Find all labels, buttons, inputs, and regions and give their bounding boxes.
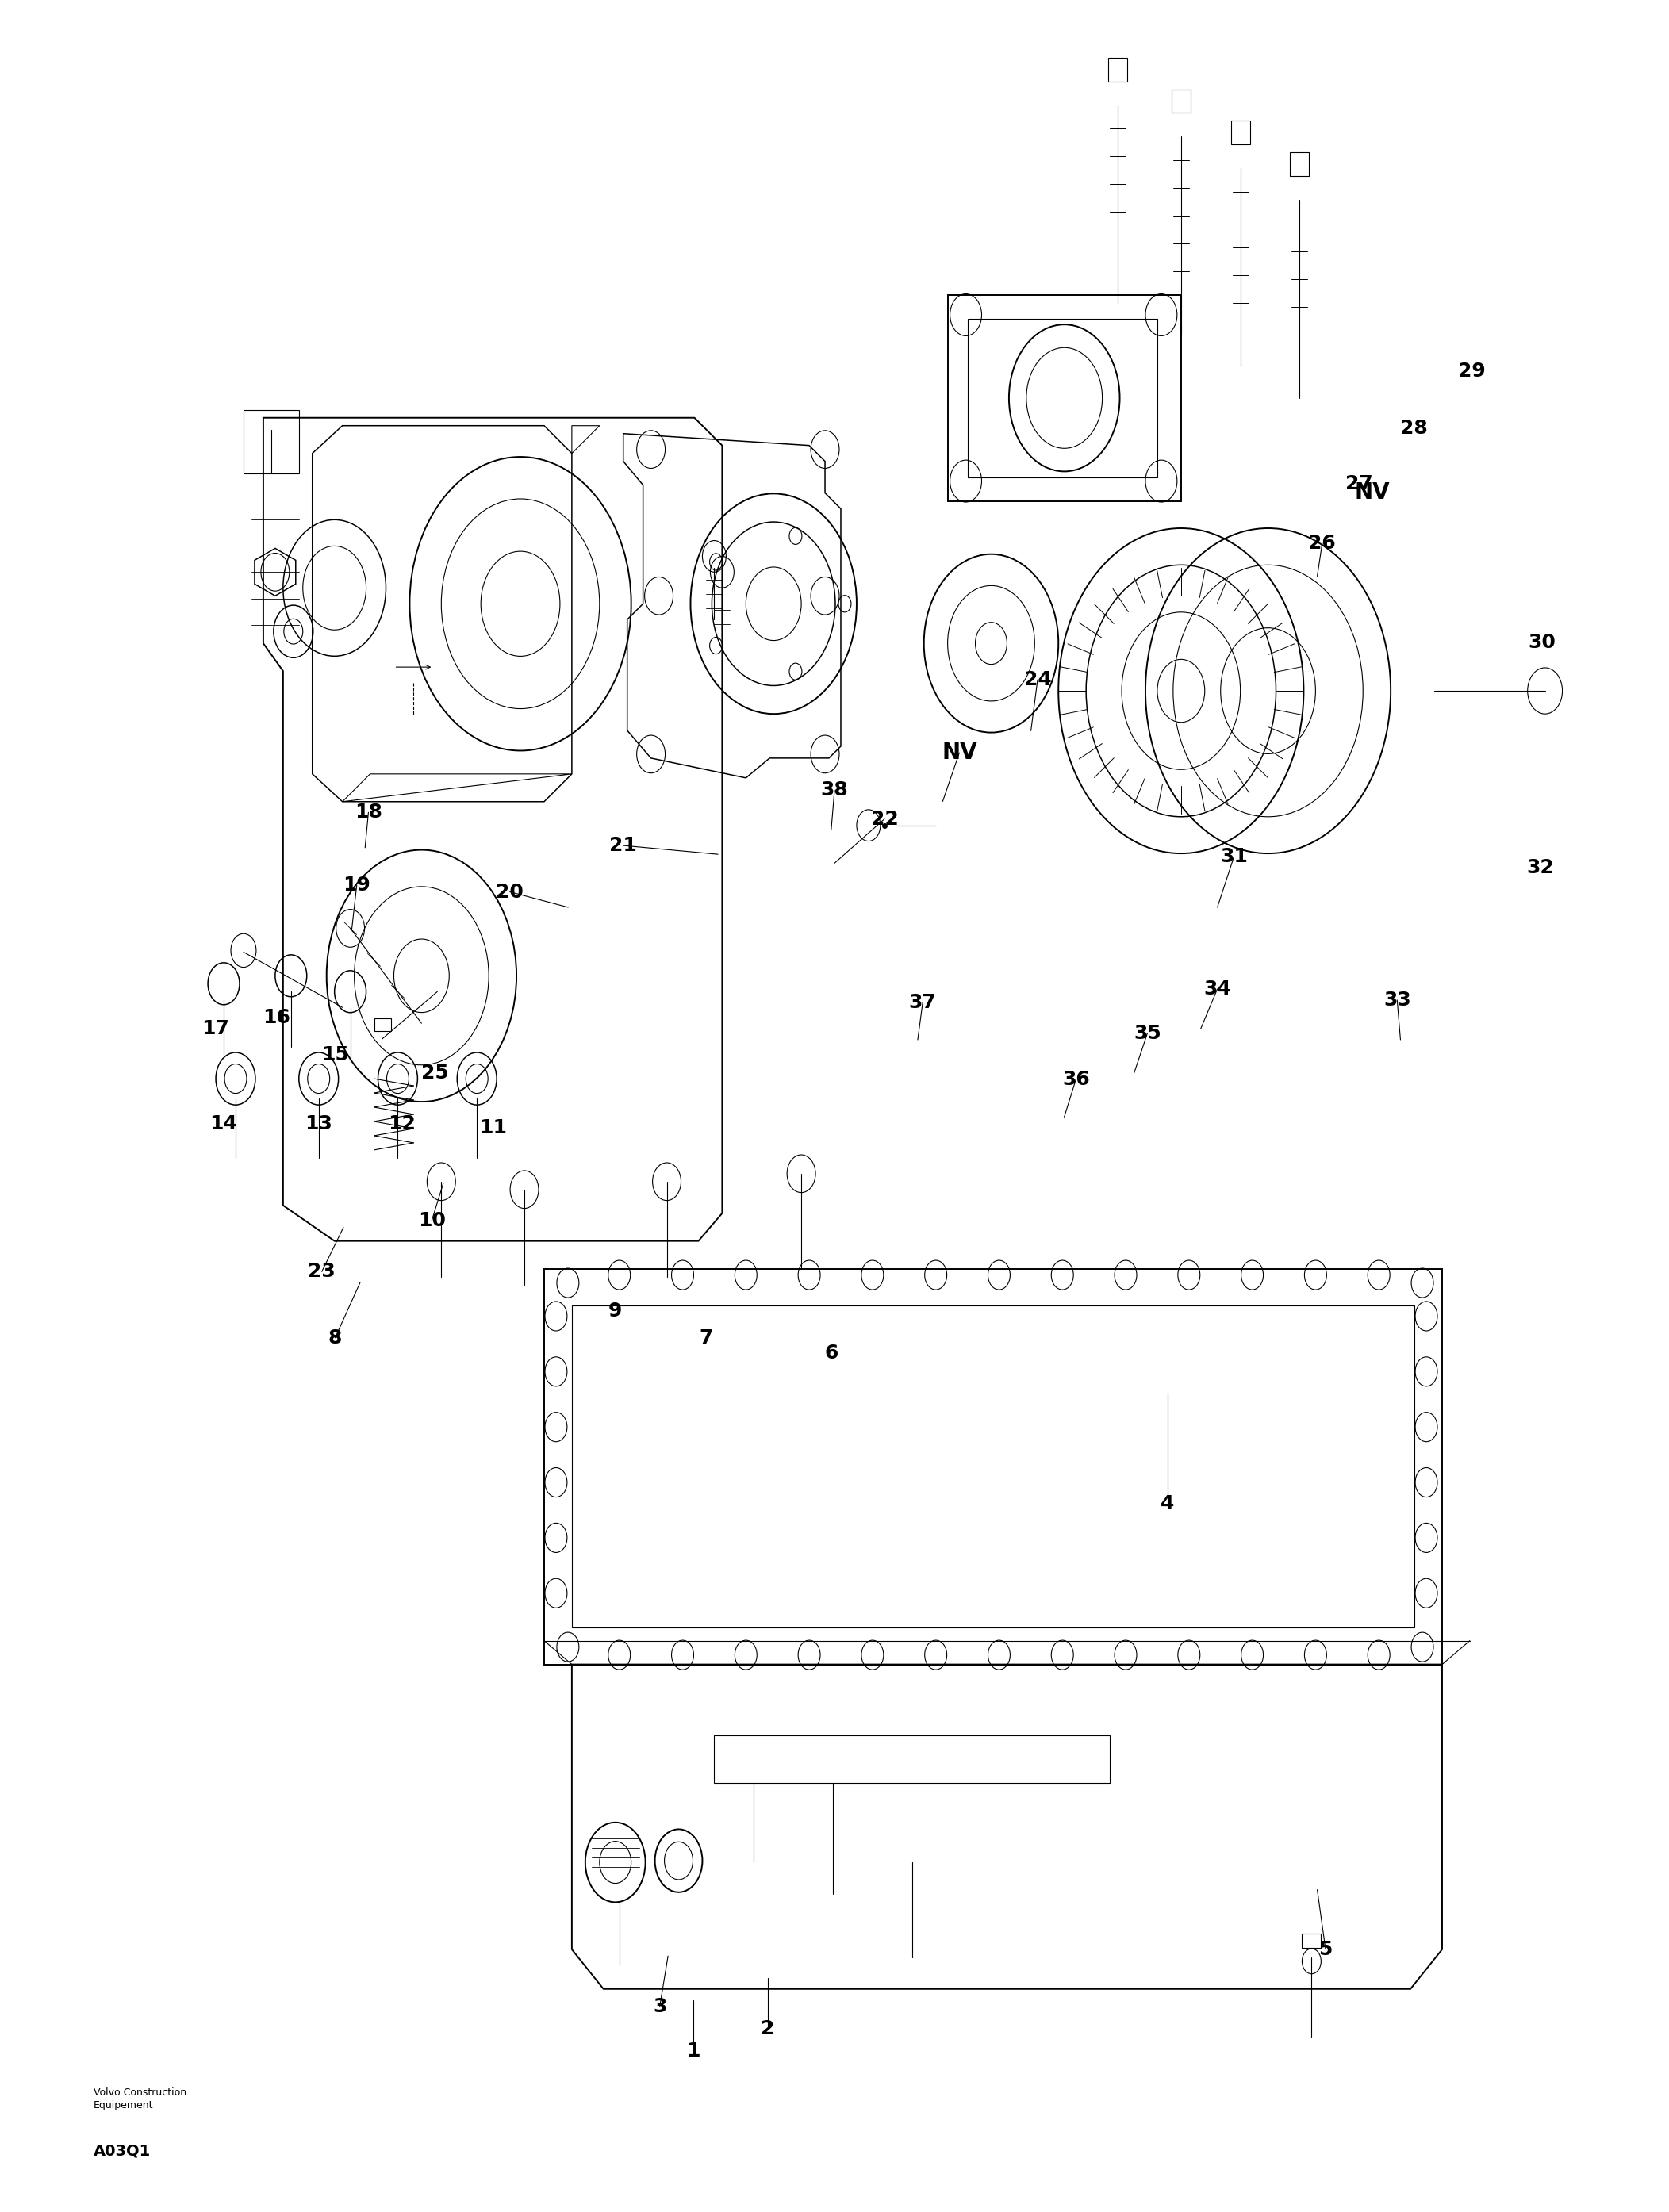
Text: 12: 12 — [387, 1115, 416, 1133]
Text: 18: 18 — [354, 803, 382, 823]
Text: 11: 11 — [479, 1119, 507, 1137]
Bar — [1302, 1933, 1322, 1949]
Text: 5: 5 — [1319, 1940, 1332, 1960]
Text: 33: 33 — [1384, 991, 1410, 1009]
Text: 4: 4 — [1160, 1493, 1175, 1513]
Text: 20: 20 — [496, 883, 524, 900]
Text: 28: 28 — [1400, 418, 1427, 438]
Bar — [1172, 88, 1190, 113]
Text: 3: 3 — [653, 1997, 666, 2015]
Text: 38: 38 — [821, 781, 848, 801]
Bar — [1230, 122, 1250, 144]
Text: A03Q1: A03Q1 — [93, 2143, 152, 2159]
Bar — [714, 1736, 1110, 1783]
Text: 30: 30 — [1529, 633, 1556, 653]
Text: 26: 26 — [1308, 533, 1335, 553]
Text: 8: 8 — [329, 1327, 342, 1347]
Text: NV: NV — [1355, 482, 1390, 504]
Text: 2: 2 — [761, 2020, 774, 2037]
Text: NV: NV — [941, 741, 976, 763]
Bar — [948, 294, 1182, 500]
Text: 9: 9 — [608, 1303, 621, 1321]
Text: 25: 25 — [421, 1064, 449, 1082]
Text: 17: 17 — [202, 1020, 229, 1037]
Bar — [244, 409, 299, 473]
Text: 24: 24 — [1023, 670, 1051, 690]
Text: 29: 29 — [1459, 361, 1485, 380]
Text: 36: 36 — [1061, 1071, 1090, 1088]
Text: 7: 7 — [699, 1327, 713, 1347]
Text: 27: 27 — [1345, 473, 1372, 493]
Bar — [544, 1270, 1442, 1663]
Text: 21: 21 — [609, 836, 638, 856]
Text: 19: 19 — [342, 876, 371, 896]
Text: 35: 35 — [1133, 1024, 1162, 1042]
Text: 6: 6 — [824, 1343, 838, 1363]
Bar — [1108, 58, 1127, 82]
Bar — [1290, 153, 1308, 177]
Text: 14: 14 — [210, 1115, 237, 1133]
Text: 22: 22 — [871, 810, 898, 830]
Text: Volvo Construction
Equipement: Volvo Construction Equipement — [93, 2088, 187, 2110]
Text: 34: 34 — [1203, 980, 1232, 998]
Text: 16: 16 — [264, 1009, 290, 1026]
Text: 37: 37 — [910, 993, 936, 1011]
Bar — [572, 1305, 1414, 1628]
Text: 23: 23 — [309, 1263, 335, 1281]
Text: 13: 13 — [305, 1115, 332, 1133]
Bar — [374, 1018, 392, 1031]
Text: 31: 31 — [1220, 847, 1248, 867]
Text: 1: 1 — [686, 2042, 699, 2059]
Text: 10: 10 — [417, 1212, 446, 1230]
Text: 15: 15 — [322, 1046, 349, 1064]
Text: 32: 32 — [1527, 858, 1554, 878]
